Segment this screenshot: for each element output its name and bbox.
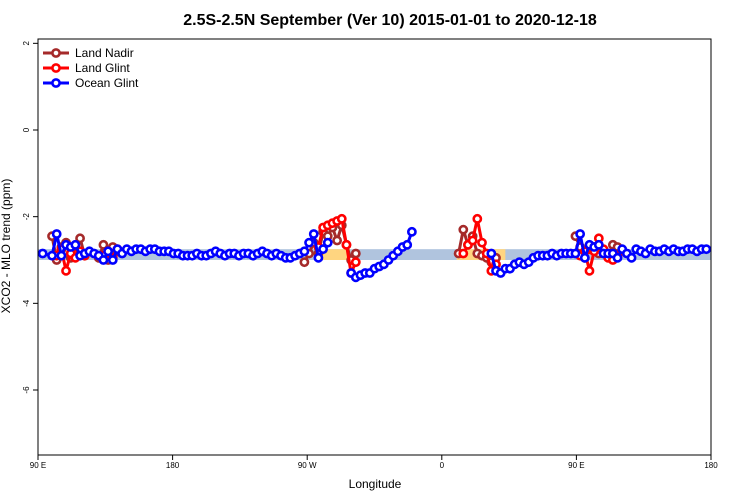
series-2-point-2-46 (701, 244, 712, 255)
series-2-point-0-57 (308, 229, 319, 239)
x-tick-label-2: 90 W (298, 461, 317, 470)
plot-frame (37, 38, 712, 456)
y-tick-label-2: -2 (22, 213, 31, 221)
legend-item-0: Land Nadir (43, 46, 134, 60)
legend-item-1: Land Glint (43, 61, 130, 75)
series-2-point-0-59 (318, 244, 328, 255)
series-1-point-3-2 (467, 235, 478, 246)
legend-swatch-point-1 (51, 63, 61, 73)
series-2-point-0-0 (37, 248, 48, 259)
series-2-point-2-18 (570, 248, 581, 259)
legend-item-2: Ocean Glint (43, 76, 139, 90)
series-2-point-0-2 (51, 229, 62, 239)
series-2-point-0-14 (107, 255, 118, 265)
series-1-point-2-6 (341, 239, 352, 250)
y-tick-label-4: -6 (22, 386, 31, 394)
y-tick-label-1: 0 (22, 127, 31, 132)
legend-label-1: Land Glint (75, 61, 130, 75)
x-tick-label-4: 90 E (568, 461, 584, 470)
series-2-point-0-12 (98, 255, 109, 265)
band-0 (38, 249, 711, 260)
x-tick-label-3: 0 (440, 461, 445, 470)
series-1-point-2-8 (350, 257, 361, 268)
band-1 (318, 249, 351, 260)
series-2-point-2-20 (579, 252, 590, 263)
series-2-point-1-13 (406, 226, 417, 237)
legend-label-0: Land Nadir (75, 46, 134, 60)
legend-swatch-point-2 (51, 78, 61, 88)
series-1-point-3-3 (472, 213, 483, 224)
series-2-point-2-19 (575, 229, 586, 239)
series-2-point-0-55 (299, 246, 310, 257)
series-1-point-2-5 (336, 213, 347, 224)
series-2-point-1-12 (402, 239, 413, 250)
series-1-point-3-4 (477, 237, 487, 248)
series-2-point-0-58 (313, 252, 324, 263)
x-tick-label-0: 90 E (30, 461, 46, 470)
series-0-point-3-1 (458, 224, 469, 235)
series-2-point-0-6 (70, 239, 81, 250)
series-2-point-0-13 (103, 246, 114, 257)
series-2-point-0-60 (322, 237, 333, 248)
series-2-point-0-56 (304, 237, 314, 248)
legend-swatch-point-0 (51, 48, 61, 58)
series-2-point-2-0 (486, 248, 497, 259)
x-tick-label-5: 180 (704, 461, 718, 470)
series-2-point-0-1 (47, 250, 57, 261)
x-tick-label-1: 180 (166, 461, 180, 470)
y-tick-label-3: -4 (22, 299, 31, 307)
y-axis-label: XCO2 - MLO trend (ppm) (0, 179, 13, 314)
series-2 (37, 226, 712, 283)
x-axis: 90 E 180 90 W 0 90 E 180 (30, 455, 718, 470)
chart-title: 2.5S-2.5N September (Ver 10) 2015-01-01 … (183, 12, 597, 29)
legend-label-2: Ocean Glint (75, 76, 139, 90)
y-tick-label-0: 2 (22, 41, 31, 46)
series-0-point-2-11 (350, 248, 361, 259)
y-axis: 2 0 -2 -4 -6 (22, 41, 38, 394)
series-1-point-3-0 (458, 248, 469, 259)
series-0-point-2-0 (299, 257, 310, 268)
series-0-point-0-6 (75, 233, 85, 244)
series-1-point-0-2 (61, 265, 71, 276)
data-series (37, 213, 712, 283)
series-1-point-4-2 (584, 265, 595, 276)
series-2-point-2-23 (593, 239, 604, 250)
series-0-point-1-1 (98, 239, 109, 250)
series-2-point-2-27 (612, 252, 623, 263)
series-0-point-2-7 (332, 235, 343, 246)
series-2-point-0-3 (56, 250, 67, 261)
x-axis-label: Longitude (349, 477, 402, 491)
series-2-point-2-30 (626, 252, 637, 263)
